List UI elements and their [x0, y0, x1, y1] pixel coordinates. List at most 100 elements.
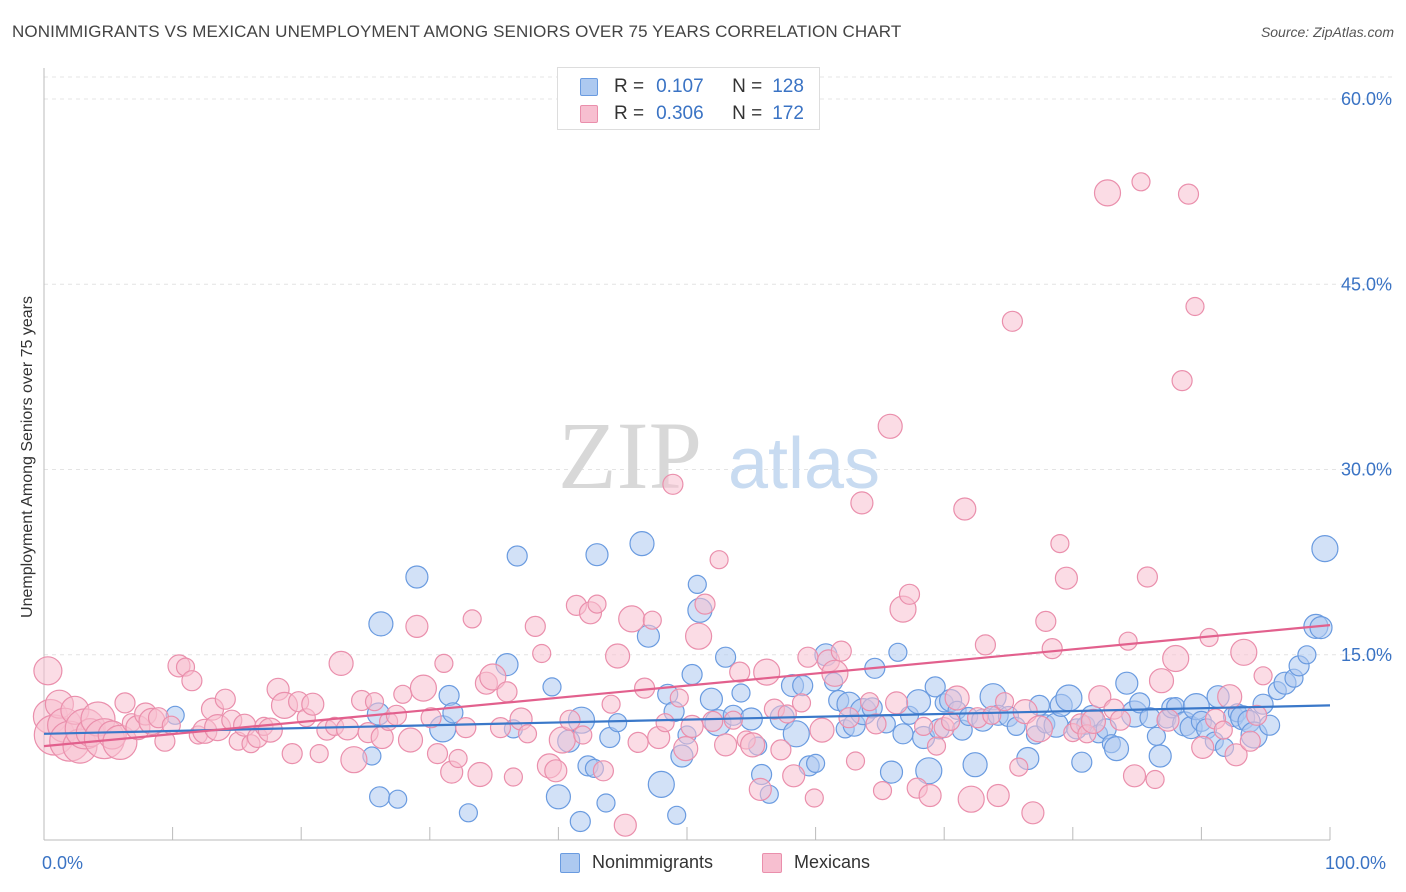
- point-mexicans: [426, 742, 449, 765]
- point-mexicans: [877, 413, 903, 439]
- point-nonimmigrants: [714, 646, 737, 668]
- y-tick-label: 30.0%: [1341, 460, 1392, 480]
- point-nonimmigrants: [629, 530, 655, 557]
- point-nonimmigrants: [1103, 735, 1130, 762]
- point-nonimmigrants: [1148, 744, 1172, 768]
- point-mexicans: [532, 643, 552, 664]
- point-mexicans: [503, 767, 524, 787]
- point-mexicans: [618, 605, 646, 633]
- point-nonimmigrants: [892, 723, 914, 745]
- point-mexicans: [1145, 769, 1165, 790]
- point-mexicans: [994, 692, 1015, 712]
- point-mexicans: [1217, 684, 1243, 710]
- point-mexicans: [613, 813, 637, 837]
- point-nonimmigrants: [699, 687, 724, 711]
- point-mexicans: [884, 691, 909, 715]
- bottom-legend-mexicans: Mexicans: [762, 852, 870, 873]
- legend-row-mexicans: R = 0.306 N = 172: [580, 101, 804, 127]
- point-mexicans: [1035, 610, 1057, 633]
- y-axis-label: Unemployment Among Seniors over 75 years: [19, 296, 36, 618]
- legend-r-value: 0.107: [656, 76, 704, 97]
- point-mexicans: [559, 709, 581, 731]
- point-nonimmigrants: [405, 565, 429, 589]
- x-tick-label-max: 100.0%: [1325, 853, 1387, 873]
- point-nonimmigrants: [1055, 684, 1083, 712]
- y-tick-label: 15.0%: [1341, 645, 1392, 665]
- point-mexicans: [669, 688, 689, 708]
- point-nonimmigrants: [915, 757, 943, 785]
- point-nonimmigrants: [506, 545, 528, 567]
- point-nonimmigrants: [805, 753, 826, 774]
- bottom-legend-label-mexicans: Mexicans: [794, 852, 871, 872]
- point-nonimmigrants: [388, 789, 408, 809]
- point-mexicans: [830, 640, 852, 662]
- point-mexicans: [33, 656, 63, 686]
- y-tick-label: 60.0%: [1341, 89, 1392, 109]
- point-nonimmigrants: [792, 674, 814, 697]
- point-mexicans: [309, 743, 329, 764]
- legend-n-label: N =: [732, 103, 763, 124]
- point-mexicans: [694, 593, 716, 615]
- point-mexicans: [804, 788, 824, 808]
- point-mexicans: [1171, 370, 1193, 392]
- legend-n-value: 128: [772, 76, 804, 97]
- point-mexicans: [1001, 310, 1024, 332]
- point-mexicans: [702, 710, 724, 733]
- point-mexicans: [1191, 735, 1215, 760]
- point-mexicans: [1088, 685, 1112, 709]
- point-mexicans: [684, 622, 713, 650]
- point-mexicans: [1224, 743, 1248, 767]
- point-nonimmigrants: [545, 784, 572, 810]
- point-nonimmigrants: [782, 720, 810, 748]
- point-nonimmigrants: [542, 677, 562, 697]
- point-mexicans: [655, 713, 675, 733]
- point-mexicans: [957, 785, 985, 813]
- point-mexicans: [335, 717, 360, 741]
- legend-r-label: R =: [614, 103, 645, 124]
- point-mexicans: [986, 783, 1010, 808]
- point-nonimmigrants: [962, 752, 988, 778]
- point-nonimmigrants: [879, 760, 904, 784]
- point-mexicans: [397, 727, 424, 753]
- point-mexicans: [1050, 533, 1070, 554]
- point-nonimmigrants: [731, 683, 751, 703]
- point-mexicans: [1185, 296, 1205, 317]
- point-nonimmigrants: [667, 805, 687, 825]
- point-mexicans: [467, 761, 493, 788]
- point-mexicans: [385, 704, 407, 726]
- point-mexicans: [604, 643, 631, 669]
- point-mexicans: [838, 707, 860, 729]
- trend-line-nonimmigrants: [43, 704, 1331, 735]
- point-mexicans: [797, 646, 819, 668]
- chart-source: Source: ZipAtlas.com: [1260, 24, 1394, 40]
- point-mexicans: [420, 707, 442, 729]
- point-mexicans: [1118, 631, 1138, 651]
- point-mexicans: [748, 777, 772, 802]
- y-tick-label: 45.0%: [1341, 274, 1392, 294]
- point-mexicans: [791, 693, 812, 713]
- point-mexicans: [114, 692, 136, 714]
- bottom-legend-swatch-mexicans: [762, 852, 782, 873]
- point-mexicans: [257, 717, 283, 743]
- point-mexicans: [627, 731, 649, 754]
- point-mexicans: [898, 583, 921, 605]
- x-tick-label-min: 0.0%: [42, 853, 84, 873]
- point-mexicans: [1213, 720, 1233, 740]
- trend-line-mexicans: [43, 624, 1331, 748]
- point-mexicans: [524, 615, 546, 638]
- chart-title: NONIMMIGRANTS VS MEXICAN UNEMPLOYMENT AM…: [12, 22, 902, 41]
- point-mexicans: [1253, 666, 1273, 686]
- point-mexicans: [1148, 668, 1175, 694]
- point-nonimmigrants: [888, 642, 908, 662]
- point-mexicans: [328, 650, 354, 677]
- point-nonimmigrants: [369, 786, 391, 808]
- point-nonimmigrants: [924, 676, 946, 698]
- legend-row-nonimmigrants: R = 0.107 N = 128: [580, 74, 804, 100]
- point-nonimmigrants: [458, 803, 478, 823]
- point-mexicans: [496, 681, 518, 703]
- point-mexicans: [455, 716, 477, 739]
- point-mexicans: [548, 726, 576, 754]
- point-nonimmigrants: [1311, 534, 1339, 563]
- bottom-legend-label-nonimmigrants: Nonimmigrants: [592, 852, 714, 872]
- point-mexicans: [544, 759, 568, 783]
